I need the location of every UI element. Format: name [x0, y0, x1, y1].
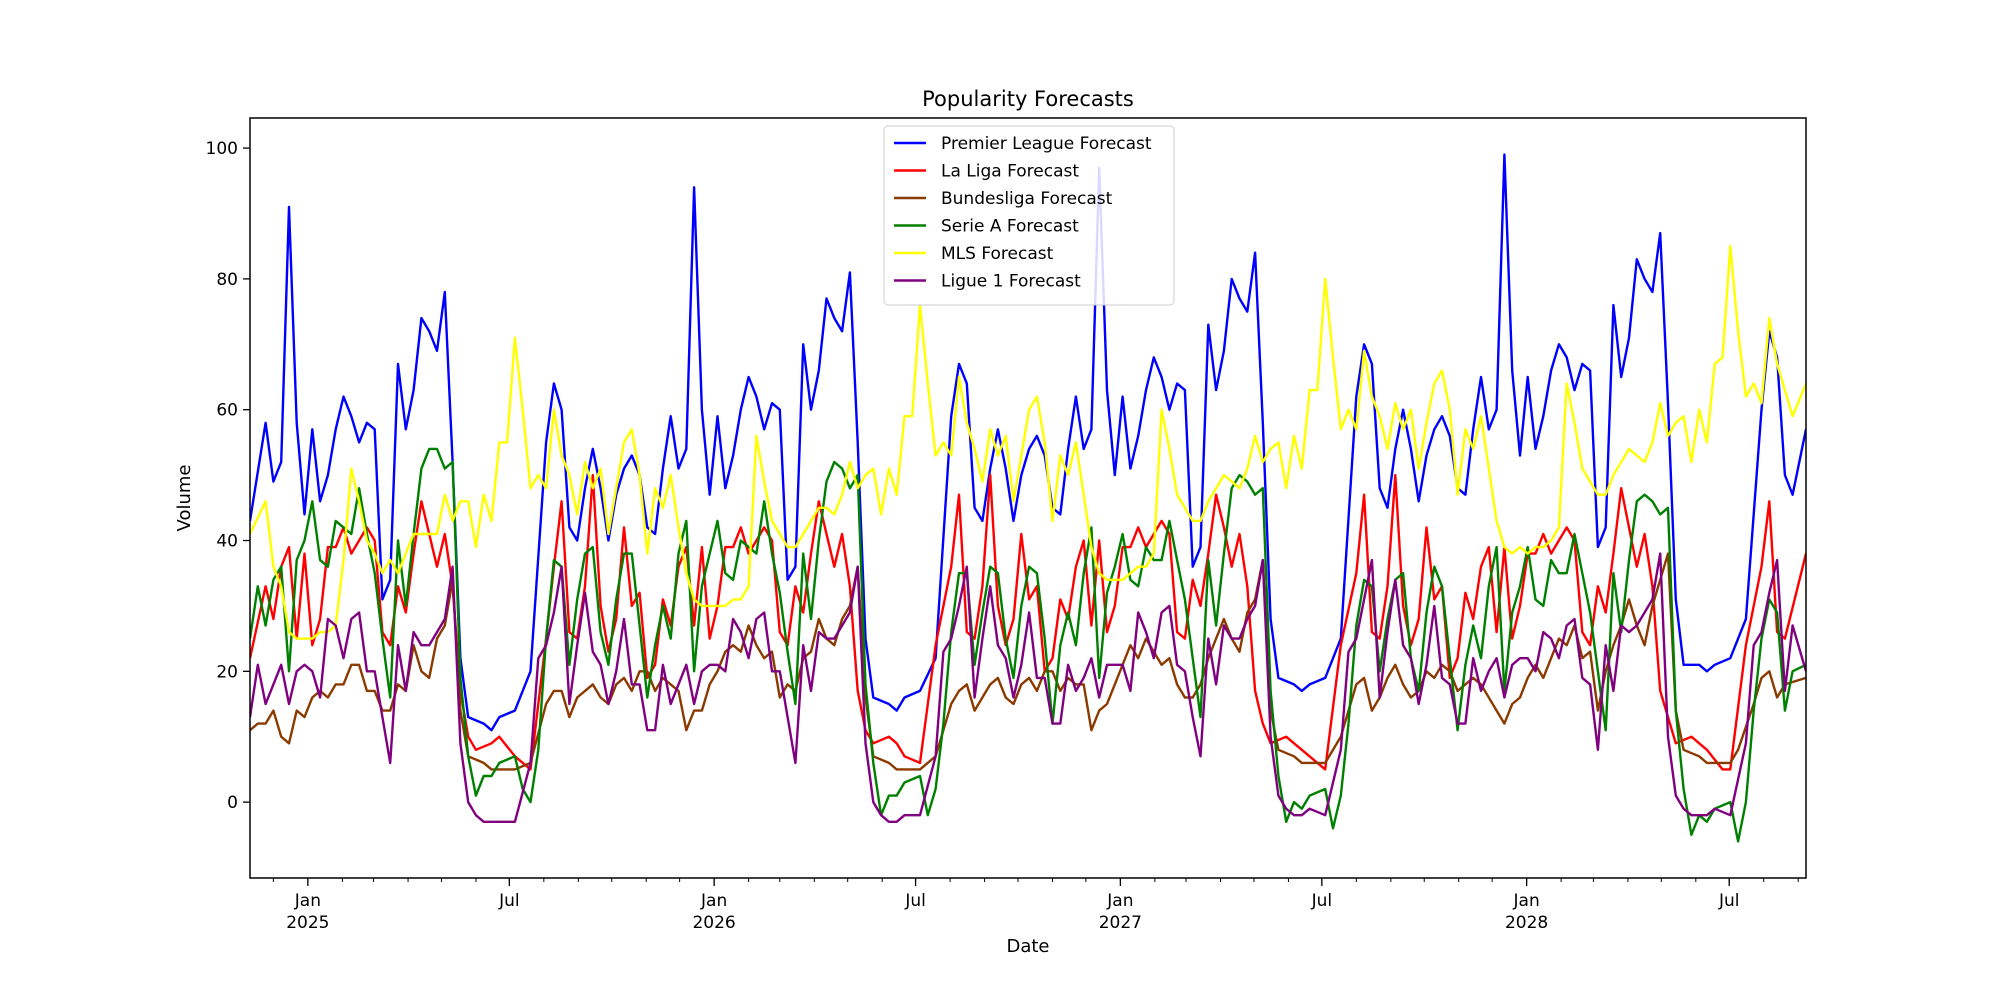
series-layer [250, 153, 1806, 843]
legend-label-ligue-1-forecast: Ligue 1 Forecast [941, 272, 1081, 292]
x-tick-label: Jan [700, 891, 727, 911]
plot-area [249, 117, 1807, 879]
x-tick-year-label: 2027 [1099, 913, 1142, 933]
chart-title: Popularity Forecasts [922, 87, 1134, 111]
y-tick-label: 100 [206, 139, 238, 159]
x-tick-year-label: 2025 [286, 913, 329, 933]
series-line-ligue-1-forecast [250, 552, 1806, 823]
series-line-mls-forecast [250, 244, 1806, 640]
legend-label-premier-league-forecast: Premier League Forecast [941, 134, 1152, 154]
x-tick-label: Jan [1513, 891, 1540, 911]
series-line-premier-league-forecast [250, 153, 1806, 732]
x-tick-label: Jul [1311, 891, 1333, 911]
legend-label-serie-a-forecast: Serie A Forecast [941, 217, 1079, 237]
y-tick-label: 20 [216, 662, 238, 682]
x-tick-label: Jul [1718, 891, 1740, 911]
y-tick-label: 60 [216, 401, 238, 421]
x-tick-year-label: 2026 [692, 913, 735, 933]
legend-box [883, 125, 1175, 306]
x-axis-label: Date [1006, 936, 1049, 957]
series-line-serie-a-forecast [250, 447, 1806, 843]
y-tick-label: 0 [227, 793, 238, 813]
x-tick-label: Jan [294, 891, 321, 911]
legend-label-bundesliga-forecast: Bundesliga Forecast [941, 189, 1113, 209]
legend: Premier League Forecast La Liga Forecast B… [883, 125, 1175, 306]
legend-label-la-liga-forecast: La Liga Forecast [941, 162, 1079, 182]
y-tick-label: 40 [216, 532, 238, 552]
legend-label-mls-forecast: MLS Forecast [941, 244, 1054, 264]
x-tick-label: Jul [904, 891, 926, 911]
x-tick-label: Jul [498, 891, 520, 911]
y-tick-label: 80 [216, 270, 238, 290]
y-axis-label: Volume [174, 465, 195, 532]
x-tick-year-label: 2028 [1505, 913, 1548, 933]
series-line-la-liga-forecast [250, 473, 1806, 771]
x-tick-label: Jan [1106, 891, 1133, 911]
y-axis: 0 20 40 60 80 100 [206, 139, 250, 813]
plot-frame [249, 117, 1807, 879]
